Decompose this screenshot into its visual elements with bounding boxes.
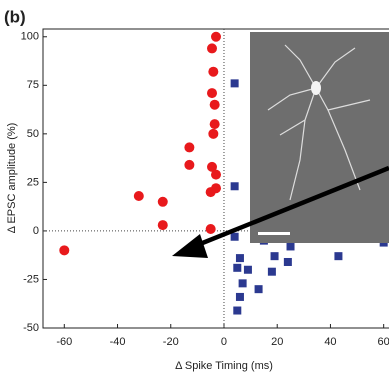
soma [311,81,321,95]
y-tick-label: 50 [27,128,39,140]
plot-frame [42,28,389,329]
point [211,169,221,180]
point [59,245,70,256]
point [235,292,244,301]
x-tick-label: 0 [221,336,227,348]
inset-photo [250,32,389,243]
y-axis-title: Δ EPSC amplitude (%) [6,123,18,234]
point [270,252,279,261]
x-tick-label: 60 [378,336,389,348]
point [184,159,195,170]
arrow-shaft [194,165,389,249]
point [233,306,242,315]
point [211,31,221,42]
point [238,279,247,288]
point [230,232,239,241]
neuron [267,44,371,201]
x-tick-label: -20 [163,336,179,348]
y-tick-label: 0 [33,225,39,237]
x-tick-label: -40 [110,336,126,348]
point [207,161,218,172]
scale-bar [258,232,290,235]
y-tick-label: 75 [27,79,39,91]
y-tick-label: -25 [23,273,39,285]
y-tick-label: 100 [21,31,39,43]
point [267,267,276,276]
point [157,220,168,231]
arrow-head [172,234,208,258]
point [230,79,239,88]
point [233,263,242,272]
inset-background [250,32,389,243]
arrow [172,165,389,258]
point [133,190,144,201]
point [205,187,216,198]
point [334,252,343,261]
point [283,257,292,266]
x-axis-title: Δ Spike Timing (ms) [175,360,273,372]
point [230,182,239,191]
point [235,254,244,263]
x-tick-label: 40 [324,336,336,348]
point [209,99,220,110]
point [184,142,195,153]
x-tick-label: 20 [271,336,283,348]
point [205,223,216,234]
point [208,66,219,77]
y-tick-label: 25 [27,176,39,188]
point [157,196,168,207]
y-tick-label: -50 [23,322,39,334]
point [209,119,220,130]
point [208,128,219,139]
point [254,285,263,294]
point [207,88,218,99]
point [243,265,252,274]
panel-label: (b) [4,7,26,26]
point [207,43,218,54]
plot-area: -50 -25 0 25 50 75 100 -60 -40 -20 0 20 40 60 [21,28,389,348]
point [286,242,295,251]
x-tick-label: -60 [56,336,72,348]
